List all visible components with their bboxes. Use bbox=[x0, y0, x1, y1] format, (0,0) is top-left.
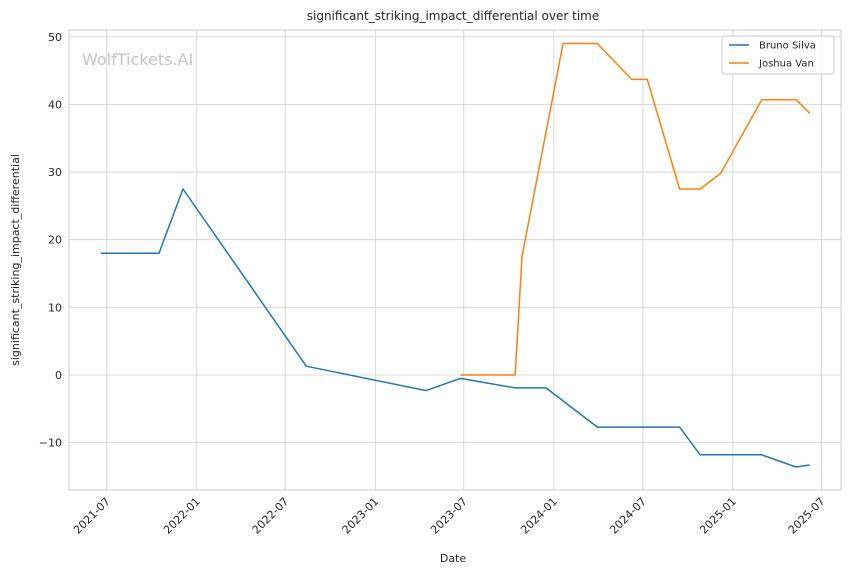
x-tick-label: 2021-07 bbox=[71, 495, 113, 537]
x-axis-ticks: 2021-07 2022-01 2022-07 2023-01 2023-07 2024-… bbox=[71, 495, 827, 537]
legend-label-bruno-silva: Bruno Silva bbox=[759, 41, 816, 52]
x-tick-label: 2022-01 bbox=[161, 495, 203, 537]
chart-title: significant_striking_impact_differential… bbox=[307, 9, 599, 23]
x-tick-label: 2023-01 bbox=[340, 495, 382, 537]
series-layer bbox=[100, 42, 811, 468]
y-tick-label: 30 bbox=[48, 166, 62, 179]
x-tick-label: 2024-01 bbox=[518, 495, 560, 537]
plot-frame bbox=[68, 29, 842, 491]
watermark: WolfTickets.AI bbox=[82, 50, 193, 69]
y-tick-label: 20 bbox=[48, 234, 62, 247]
y-axis-label: significant_striking_impact_differential bbox=[9, 154, 22, 366]
series-line-joshua-van bbox=[460, 42, 811, 376]
x-tick-label: 2025-01 bbox=[697, 495, 739, 537]
x-tick-label: 2023-07 bbox=[428, 495, 470, 537]
x-tick-label: 2025-07 bbox=[786, 495, 828, 537]
grid bbox=[69, 30, 841, 490]
y-axis-ticks: −10 0 10 20 30 40 50 bbox=[39, 31, 62, 450]
series-line-bruno-silva bbox=[100, 188, 810, 468]
y-tick-label: 40 bbox=[48, 98, 62, 111]
x-tick-label: 2022-07 bbox=[250, 495, 292, 537]
legend-box bbox=[721, 35, 835, 75]
y-tick-label: −10 bbox=[39, 437, 62, 450]
y-tick-label: 0 bbox=[55, 369, 62, 382]
x-axis-label: Date bbox=[440, 552, 467, 565]
y-tick-label: 50 bbox=[48, 31, 62, 44]
legend: Bruno Silva Joshua Van bbox=[721, 35, 835, 75]
legend-label-joshua-van: Joshua Van bbox=[758, 59, 814, 70]
x-tick-label: 2024-07 bbox=[607, 495, 649, 537]
y-tick-label: 10 bbox=[48, 301, 62, 314]
